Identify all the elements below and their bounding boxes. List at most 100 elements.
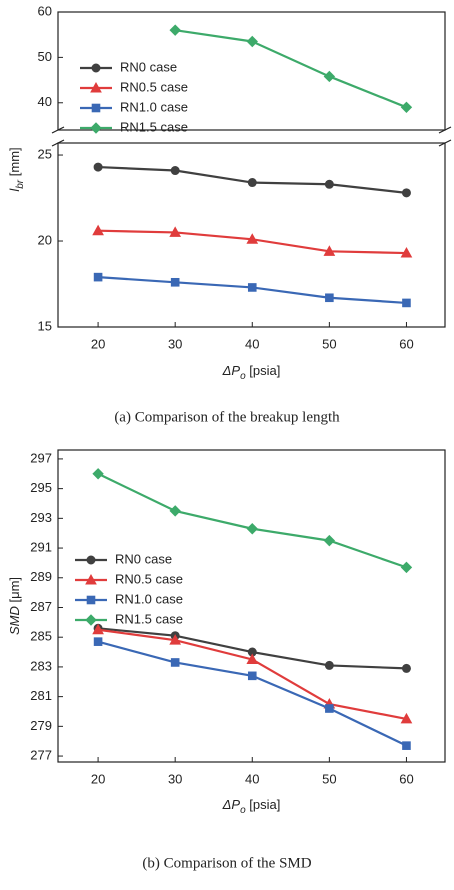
legend-marker xyxy=(90,81,102,93)
axis-break xyxy=(51,126,65,134)
marker xyxy=(401,188,411,198)
label-sub: o xyxy=(240,371,246,382)
label-unit: [μm] xyxy=(7,577,22,606)
marker xyxy=(93,162,103,172)
label-sub: o xyxy=(240,805,246,816)
label-main: l xyxy=(7,188,22,192)
label-unit: [mm] xyxy=(7,147,22,180)
marker xyxy=(323,245,336,256)
y-tick-label: 279 xyxy=(30,718,52,733)
marker xyxy=(325,704,334,713)
legend-marker xyxy=(85,614,97,626)
marker xyxy=(170,277,180,287)
marker xyxy=(92,224,104,236)
x-tick-label: 30 xyxy=(168,336,182,351)
x-tick-label: 30 xyxy=(168,771,182,786)
marker xyxy=(400,247,413,258)
legend-marker xyxy=(86,595,96,605)
y-tick-label: 283 xyxy=(30,658,52,673)
axis-label: ΔPo [psia] xyxy=(222,363,281,381)
marker xyxy=(323,70,336,83)
marker xyxy=(93,272,103,282)
y-tick-label: 40 xyxy=(38,94,52,109)
marker xyxy=(93,637,103,646)
axis-label: SMD [μm] xyxy=(7,577,22,635)
legend-marker xyxy=(91,63,101,73)
marker xyxy=(246,523,258,535)
marker xyxy=(92,468,104,480)
y-tick-label: 287 xyxy=(30,599,52,614)
axis-label: lbr [mm] xyxy=(7,147,25,191)
y-tick-label: 281 xyxy=(30,688,52,703)
x-tick-label: 20 xyxy=(91,771,105,786)
marker xyxy=(402,298,411,308)
y-tick-label: 297 xyxy=(30,450,52,465)
marker xyxy=(169,634,182,645)
x-tick-label: 20 xyxy=(91,336,105,351)
marker xyxy=(92,623,104,635)
caption: (b) Comparison of the SMD xyxy=(142,855,311,871)
y-tick-label: 25 xyxy=(38,146,52,161)
axis-break xyxy=(438,126,452,134)
x-tick-label: 40 xyxy=(245,336,259,351)
marker xyxy=(169,226,182,237)
axis-break xyxy=(51,139,65,147)
marker xyxy=(400,561,413,574)
marker xyxy=(247,671,257,681)
y-tick-label: 277 xyxy=(30,747,52,762)
marker xyxy=(170,658,180,667)
legend-label: RN1.0 case xyxy=(115,591,183,606)
y-tick-label: 289 xyxy=(30,569,52,584)
legend-marker xyxy=(85,573,97,585)
legend-label: RN0.5 case xyxy=(115,571,183,586)
legend-label: RN1.5 case xyxy=(115,611,183,626)
marker xyxy=(323,534,336,547)
legend-marker xyxy=(86,555,96,565)
caption: (a) Comparison of the breakup length xyxy=(114,409,340,425)
legend-label: RN0.5 case xyxy=(120,79,188,94)
x-tick-label: 50 xyxy=(322,336,336,351)
marker xyxy=(324,660,334,670)
x-tick-label: 60 xyxy=(399,771,413,786)
plot-frame xyxy=(57,11,446,131)
legend-marker xyxy=(91,103,101,113)
x-tick-label: 60 xyxy=(399,336,413,351)
legend-label: RN0 case xyxy=(120,59,177,74)
marker xyxy=(325,293,334,303)
marker xyxy=(401,663,411,673)
legend-marker xyxy=(90,122,102,134)
label-main: ΔP xyxy=(222,363,241,378)
label-main: SMD xyxy=(7,606,22,635)
marker xyxy=(169,24,181,36)
y-tick-label: 295 xyxy=(30,480,52,495)
marker xyxy=(247,178,257,188)
label-main: ΔP xyxy=(222,797,241,812)
y-tick-label: 291 xyxy=(30,539,52,554)
marker xyxy=(246,233,259,244)
marker xyxy=(169,505,181,517)
marker xyxy=(170,166,180,176)
label-unit: [psia] xyxy=(246,797,281,812)
marker xyxy=(402,741,411,750)
axis-break xyxy=(438,139,452,147)
y-tick-label: 285 xyxy=(30,629,52,644)
legend-label: RN1.0 case xyxy=(120,99,188,114)
marker xyxy=(400,101,413,114)
legend-label: RN0 case xyxy=(115,551,172,566)
legend-label: RN1.5 case xyxy=(120,119,188,134)
series-line xyxy=(175,29,407,109)
marker xyxy=(246,653,259,664)
label-unit: [psia] xyxy=(246,363,281,378)
x-tick-label: 50 xyxy=(322,771,336,786)
x-tick-label: 40 xyxy=(245,771,259,786)
label-sub: br xyxy=(15,179,26,189)
y-tick-label: 15 xyxy=(38,318,52,333)
y-tick-label: 293 xyxy=(30,510,52,525)
marker xyxy=(324,179,334,189)
plot-frame xyxy=(57,449,446,763)
y-tick-label: 60 xyxy=(38,3,52,18)
marker xyxy=(246,35,258,48)
y-tick-label: 50 xyxy=(38,49,52,64)
axis-label: ΔPo [psia] xyxy=(222,797,281,815)
